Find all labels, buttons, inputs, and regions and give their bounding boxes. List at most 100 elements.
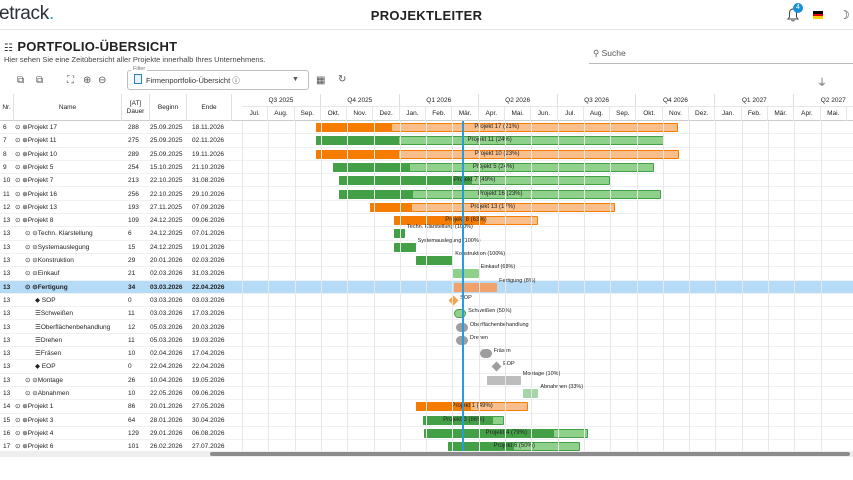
- row-start: 27.11.2025: [150, 203, 183, 211]
- export-table-icon[interactable]: ▦: [316, 75, 326, 86]
- refresh-icon[interactable]: ↻: [338, 74, 347, 85]
- today-line: [462, 121, 464, 456]
- filter-funnel-icon[interactable]: ⏚: [817, 78, 827, 89]
- col-nr[interactable]: Nr.: [0, 94, 14, 121]
- row-number: 14: [3, 403, 11, 411]
- row-name: ☰Schweißen: [35, 310, 73, 318]
- gantt-bar[interactable]: [455, 335, 468, 345]
- gantt-progress: [339, 176, 473, 186]
- gantt-progress: [315, 123, 392, 132]
- gantt-bar[interactable]: [486, 375, 521, 385]
- bar-label: Projekt 3 (86%): [443, 416, 485, 423]
- paste-icon[interactable]: ⧉: [36, 75, 44, 86]
- search-input[interactable]: ⚲ Suche: [589, 44, 853, 64]
- row-name: ☰Fräsen: [35, 350, 62, 358]
- row-end: 07.01.2026: [192, 230, 225, 238]
- bar-label: Projekt 17 (21%): [474, 124, 519, 130]
- col-beginn[interactable]: Beginn: [150, 94, 187, 121]
- milestone-marker[interactable]: [448, 295, 459, 306]
- col-dauer[interactable]: [AT] Dauer: [122, 94, 150, 121]
- app-logo[interactable]: etrack.: [0, 3, 54, 24]
- row-start: 26.02.2026: [150, 443, 183, 451]
- row-start: 25.09.2025: [150, 124, 183, 131]
- page-subtitle: Hier sehen Sie eine Zeitübersicht aller …: [4, 55, 266, 64]
- german-flag-icon[interactable]: [813, 11, 823, 20]
- scrollbar-thumb[interactable]: [210, 452, 850, 456]
- gantt-bar[interactable]: [455, 322, 468, 332]
- page-header: ☷ PORTFOLIO-ÜBERSICHT: [4, 38, 177, 56]
- bar-label: Einkauf (68%): [480, 264, 516, 271]
- row-start: 05.03.2026: [150, 323, 183, 331]
- gantt-bar[interactable]: [454, 309, 467, 319]
- notification-badge: 4: [793, 3, 803, 13]
- row-name: ⊙ ⊕Projekt 8: [15, 217, 54, 225]
- gantt-bar[interactable]: [454, 282, 498, 292]
- row-duration: 21: [128, 270, 136, 278]
- row-name: ⊙ ⊝Konstruktion: [25, 257, 74, 264]
- row-name: ⊙ ⊕Projekt 4: [15, 429, 54, 437]
- row-number: 6: [3, 124, 7, 131]
- month-gridline: [373, 121, 375, 456]
- row-number: 13: [3, 257, 11, 264]
- row-name: ⊙ ⊕Projekt 17: [15, 124, 57, 131]
- month-header: Mai.: [821, 107, 847, 121]
- row-name: ⊙ ⊕Projekt 7: [15, 177, 54, 185]
- row-end: 02.03.2026: [192, 257, 225, 264]
- row-end: 03.03.2026: [192, 296, 225, 304]
- bar-label: Projekt 5 (24%): [472, 163, 515, 170]
- milestone-marker[interactable]: [491, 361, 502, 372]
- month-header: Mai.: [505, 107, 532, 121]
- zoom-in-icon[interactable]: ⊕: [83, 75, 92, 86]
- bar-label: Oberflächenbehandlung: [469, 321, 529, 328]
- chevron-down-icon[interactable]: ▼: [292, 76, 299, 83]
- month-gridline: [478, 121, 480, 456]
- row-duration: 256: [128, 190, 139, 198]
- month-header: Apr.: [794, 107, 821, 121]
- row-end: 30.04.2026: [192, 416, 225, 424]
- row-name: ☰Oberflächenbehandlung: [35, 323, 111, 331]
- col-name[interactable]: Name: [14, 94, 122, 121]
- gantt-progress: [416, 256, 454, 265]
- month-gridline: [294, 121, 296, 456]
- row-duration: 254: [128, 163, 139, 171]
- month-header: Aug.: [268, 107, 295, 121]
- quarter-header: Q1 2026: [399, 94, 479, 107]
- row-number: 17: [3, 443, 11, 451]
- row-start: 20.01.2026: [150, 403, 183, 411]
- month-header: Feb.: [426, 107, 453, 121]
- col-ende[interactable]: Ende: [187, 94, 232, 121]
- month-header: Nov.: [347, 107, 374, 121]
- row-number: 9: [3, 163, 7, 171]
- quarter-header: Q2 2026: [478, 94, 558, 107]
- month-gridline: [399, 121, 401, 456]
- month-header: Sep.: [610, 107, 637, 121]
- row-name: ⊙ ⊕Projekt 10: [15, 150, 57, 158]
- row-duration: 213: [128, 177, 139, 185]
- toolbar: ⧉ ⧉ ⛶ ⊕ ⊖: [0, 66, 853, 94]
- month-header: Mär.: [768, 107, 795, 121]
- row-name: ⊙ ⊝Montage: [25, 376, 63, 384]
- row-name: ◆ SOP: [35, 296, 56, 304]
- horizontal-scrollbar[interactable]: [0, 451, 853, 457]
- fit-screen-icon[interactable]: ⛶: [67, 75, 74, 86]
- row-start: 02.04.2026: [150, 350, 183, 358]
- bar-label: SOP: [460, 294, 472, 301]
- row-end: 02.11.2026: [192, 137, 225, 145]
- month-header: Jan.: [400, 107, 427, 121]
- month-header: Feb.: [742, 107, 768, 121]
- month-gridline: [505, 121, 506, 456]
- row-duration: 15: [128, 243, 136, 251]
- filter-select[interactable]: Firmenportfolio-Übersicht ⓘ: [127, 70, 309, 90]
- row-number: 13: [3, 390, 11, 397]
- row-duration: 289: [128, 150, 139, 158]
- zoom-out-icon[interactable]: ⊖: [98, 75, 107, 86]
- copy-icon[interactable]: ⧉: [17, 75, 25, 86]
- search-icon: ⚲: [593, 48, 600, 58]
- moon-icon[interactable]: ☽: [839, 8, 850, 22]
- bar-label: Fertigung (8%): [499, 277, 536, 284]
- row-end: 22.04.2026: [192, 283, 225, 291]
- row-start: 05.03.2026: [150, 336, 183, 344]
- row-start: 15.10.2025: [150, 163, 183, 171]
- row-number: 16: [3, 429, 11, 437]
- gantt-bar[interactable]: [479, 349, 492, 359]
